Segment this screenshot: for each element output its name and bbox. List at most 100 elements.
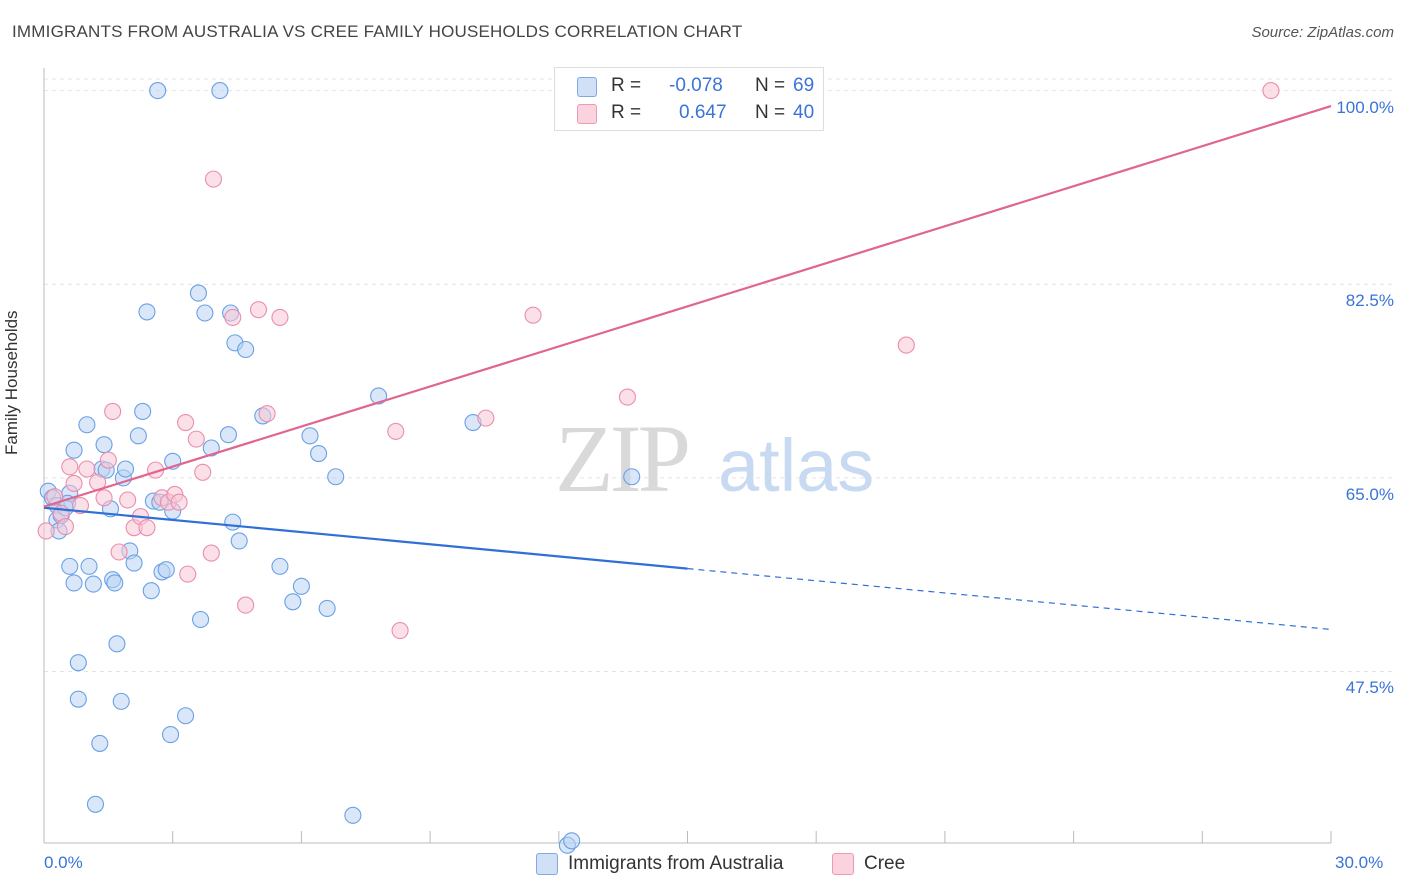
data-point — [292, 577, 310, 595]
r-label: R = — [611, 75, 642, 96]
data-point — [219, 426, 238, 444]
legend-label: Immigrants from Australia — [568, 853, 784, 874]
x-tick-label-min: 0.0% — [44, 853, 83, 872]
data-point — [327, 468, 345, 486]
y-axis-label: Family Households — [2, 310, 21, 455]
data-point — [387, 422, 405, 440]
data-point — [179, 565, 197, 583]
data-point — [224, 308, 242, 326]
data-point — [138, 303, 156, 321]
r-value-immigrants: -0.078 — [669, 75, 723, 96]
data-point — [301, 427, 319, 445]
data-point — [618, 388, 636, 406]
data-point — [125, 554, 143, 572]
trend-lines — [43, 105, 1332, 631]
data-point — [78, 460, 96, 478]
data-point — [271, 308, 289, 326]
legend-label: Cree — [864, 853, 906, 874]
watermark: ZIP atlas — [555, 405, 874, 512]
data-point — [524, 306, 542, 324]
gridlines — [44, 78, 1394, 672]
data-point — [477, 409, 495, 427]
y-tick-label: 65.0% — [1345, 484, 1394, 504]
data-point — [230, 532, 248, 550]
data-point — [318, 599, 336, 617]
data-point — [104, 402, 122, 421]
data-point — [249, 301, 268, 319]
data-point — [91, 734, 109, 752]
data-point — [134, 402, 152, 421]
r-label: R = — [611, 102, 642, 123]
pink-swatch-icon — [832, 853, 854, 875]
n-value-cree: 40 — [793, 102, 815, 123]
data-point — [65, 574, 83, 592]
blue-swatch-icon — [577, 77, 597, 97]
data-point — [69, 690, 87, 708]
axes — [43, 68, 1332, 844]
data-point — [142, 582, 160, 600]
watermark-atlas: atlas — [718, 424, 874, 507]
data-point — [157, 561, 175, 579]
data-point — [162, 726, 180, 744]
trend-line-cree — [43, 105, 1332, 508]
data-point — [86, 795, 105, 813]
data-point — [391, 622, 409, 640]
data-point — [370, 387, 388, 405]
data-point — [897, 336, 915, 354]
data-point — [106, 574, 124, 592]
data-point — [237, 596, 255, 614]
data-point — [623, 468, 641, 486]
trend-line-immigrants-extrapolated — [687, 567, 1332, 631]
data-point — [284, 593, 302, 611]
data-point — [95, 436, 113, 454]
trend-line-immigrants — [43, 506, 688, 570]
data-point — [189, 284, 207, 302]
data-point — [99, 451, 117, 469]
data-point — [237, 340, 255, 359]
data-point — [170, 493, 188, 511]
stats-legend: R = -0.078 N = 69 R = 0.647 N = 40 — [554, 67, 824, 131]
data-point — [202, 544, 220, 562]
data-point — [138, 519, 156, 537]
data-point — [258, 405, 276, 423]
source-label: Source: ZipAtlas.com — [1251, 24, 1394, 41]
data-point — [196, 304, 214, 322]
data-point — [84, 575, 102, 593]
data-point — [56, 517, 74, 536]
data-point — [192, 610, 210, 629]
data-point — [563, 832, 581, 850]
pink-swatch-icon — [577, 104, 597, 124]
data-point — [95, 489, 113, 507]
data-point — [310, 444, 328, 463]
x-tick-label-max: 30.0% — [1335, 853, 1384, 872]
y-tick-label: 100.0% — [1336, 97, 1394, 117]
y-tick-label: 47.5% — [1345, 678, 1394, 698]
blue-swatch-icon — [536, 853, 558, 875]
series-immigrants-from-australia — [39, 82, 641, 854]
data-point — [69, 654, 87, 672]
data-point — [80, 557, 98, 575]
data-point — [177, 707, 195, 725]
data-point — [65, 474, 83, 492]
data-point — [211, 82, 229, 100]
data-point — [61, 458, 79, 476]
data-point — [78, 416, 96, 434]
data-point — [46, 488, 64, 506]
y-tick-label: 82.5% — [1345, 291, 1394, 311]
data-point — [71, 496, 90, 515]
data-point — [271, 557, 289, 575]
data-point — [149, 82, 167, 100]
data-point — [344, 806, 362, 824]
data-point — [65, 441, 83, 459]
data-point — [177, 413, 195, 432]
chart-title: IMMIGRANTS FROM AUSTRALIA VS CREE FAMILY… — [12, 22, 743, 41]
data-point — [61, 557, 79, 575]
series-cree — [37, 82, 1280, 640]
data-point — [194, 463, 212, 481]
data-point — [108, 635, 126, 653]
n-value-immigrants: 69 — [793, 75, 815, 96]
r-value-cree: 0.647 — [679, 102, 727, 123]
data-point — [1262, 82, 1280, 100]
data-point — [129, 427, 147, 445]
